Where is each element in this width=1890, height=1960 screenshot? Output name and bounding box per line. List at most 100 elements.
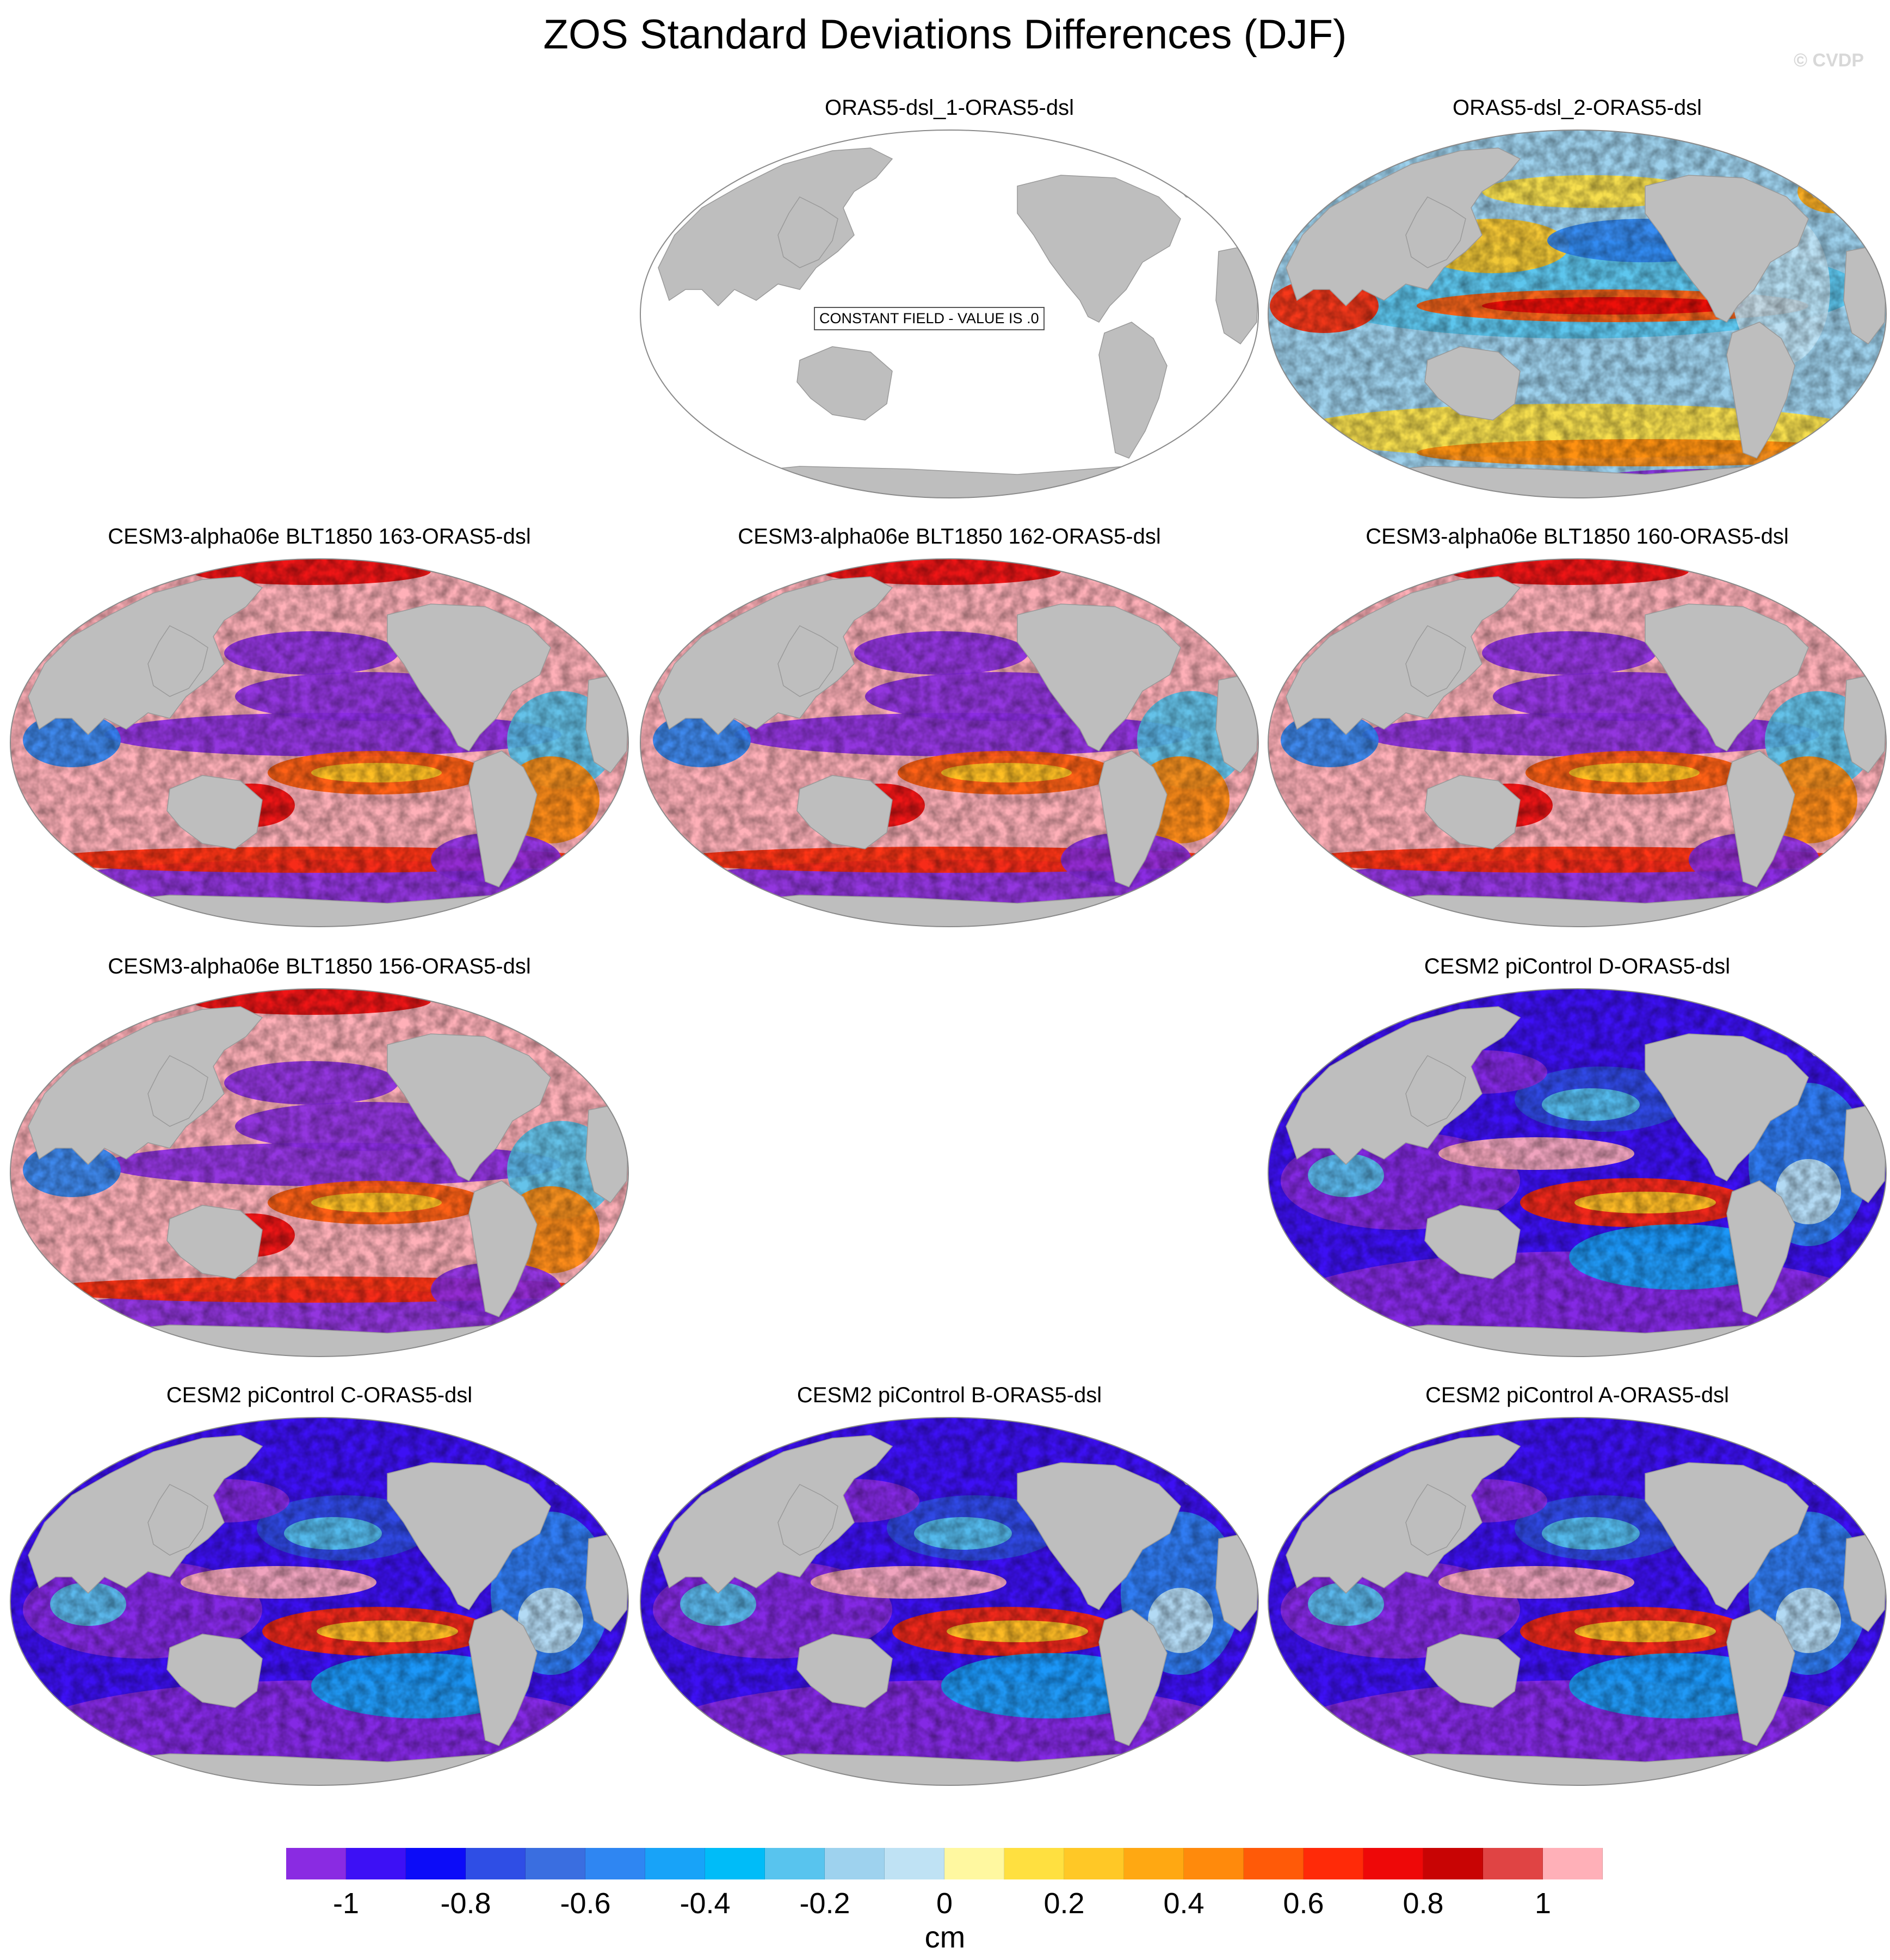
land-mass bbox=[1098, 750, 1168, 887]
panel-title-9: CESM2 piControl B-ORAS5-dsl bbox=[796, 1383, 1102, 1407]
land-mass bbox=[28, 1006, 263, 1166]
land-mass bbox=[1645, 1462, 1809, 1610]
land-mass bbox=[166, 1205, 263, 1279]
panel-title-1: ORAS5-dsl_1-ORAS5-dsl bbox=[825, 96, 1074, 120]
colorbar-tick-label: 0 bbox=[936, 1887, 953, 1920]
land-mass bbox=[1424, 775, 1521, 849]
world-map bbox=[640, 1417, 1259, 1786]
colorbar-swatch bbox=[885, 1848, 944, 1879]
land-mass bbox=[468, 1180, 538, 1317]
colorbar-swatch bbox=[286, 1848, 346, 1879]
colorbar-swatch bbox=[825, 1848, 885, 1879]
land-mass bbox=[1424, 346, 1521, 421]
colorbar-swatch bbox=[645, 1848, 705, 1879]
world-map bbox=[640, 130, 1259, 498]
map-panel-1 bbox=[637, 126, 1262, 502]
map-panel-5 bbox=[1264, 555, 1890, 930]
land-mass bbox=[1405, 1484, 1466, 1556]
land-mass bbox=[387, 1033, 551, 1181]
land-mass bbox=[1424, 1205, 1521, 1279]
panel-title-5: CESM3-alpha06e BLT1850 160-ORAS5-dsl bbox=[1366, 525, 1789, 548]
world-map bbox=[1268, 1417, 1887, 1786]
land-mass bbox=[387, 603, 551, 751]
panel-title-10: CESM2 piControl A-ORAS5-dsl bbox=[1425, 1383, 1729, 1407]
colorbar-tick-label: 0.2 bbox=[1043, 1887, 1085, 1920]
colorbar-tick-label: -0.4 bbox=[680, 1887, 731, 1920]
land-mass bbox=[1286, 1435, 1521, 1594]
land-mass bbox=[1645, 175, 1809, 323]
colorbar-tick-label: 0.6 bbox=[1283, 1887, 1324, 1920]
map-panel-2 bbox=[1264, 126, 1890, 502]
land-mass bbox=[796, 775, 893, 849]
land-mass bbox=[147, 625, 208, 697]
colorbar-swatch bbox=[705, 1848, 765, 1879]
colorbar-tick-label: 0.8 bbox=[1403, 1887, 1444, 1920]
land-mass bbox=[796, 1634, 893, 1708]
land-mass bbox=[1286, 1006, 1521, 1166]
panel-title-8: CESM2 piControl C-ORAS5-dsl bbox=[166, 1383, 473, 1407]
world-map bbox=[1268, 130, 1887, 498]
land-mass bbox=[658, 147, 893, 307]
colorbar-swatch bbox=[406, 1848, 466, 1879]
colorbar-swatch bbox=[1483, 1848, 1543, 1879]
land-mass bbox=[1017, 603, 1181, 751]
colorbar-swatch bbox=[1184, 1848, 1244, 1879]
colorbar-swatch bbox=[765, 1848, 825, 1879]
map-panel-7 bbox=[1264, 985, 1890, 1360]
panel-title-7: CESM2 piControl D-ORAS5-dsl bbox=[1424, 954, 1731, 978]
colorbar-swatch bbox=[1423, 1848, 1483, 1879]
land-mass bbox=[658, 1435, 893, 1594]
world-map bbox=[1268, 988, 1887, 1357]
colorbar-swatch bbox=[1363, 1848, 1423, 1879]
land-mass bbox=[777, 625, 838, 697]
land-mass bbox=[28, 576, 263, 736]
land-mass bbox=[1726, 322, 1795, 459]
colorbar-tick-label: -0.6 bbox=[560, 1887, 611, 1920]
colorbar-tick-label: -0.2 bbox=[799, 1887, 850, 1920]
page-title: ZOS Standard Deviations Differences (DJF… bbox=[543, 11, 1347, 58]
map-panel-6 bbox=[7, 985, 632, 1360]
land-mass bbox=[1645, 1033, 1809, 1181]
colorbar-swatch bbox=[346, 1848, 406, 1879]
land-mass bbox=[1017, 175, 1181, 323]
colorbar-swatch bbox=[1064, 1848, 1124, 1879]
land-mass bbox=[1726, 750, 1795, 887]
land-mass bbox=[166, 1634, 263, 1708]
land-mass bbox=[1098, 1609, 1168, 1746]
land-mass bbox=[1286, 147, 1521, 307]
map-panel-10 bbox=[1264, 1414, 1890, 1789]
colorbar-tick-label: -0.8 bbox=[440, 1887, 491, 1920]
panel-title-4: CESM3-alpha06e BLT1850 162-ORAS5-dsl bbox=[738, 525, 1161, 548]
colorbar-units: cm bbox=[924, 1920, 966, 1954]
colorbar-swatch bbox=[526, 1848, 585, 1879]
colorbar-tick-label: 1 bbox=[1534, 1887, 1552, 1920]
land-mass bbox=[147, 1484, 208, 1556]
world-map bbox=[10, 558, 629, 927]
land-mass bbox=[1405, 1055, 1466, 1127]
land-mass bbox=[777, 196, 838, 268]
world-map bbox=[10, 988, 629, 1357]
colorbar-tick-label: -1 bbox=[332, 1887, 360, 1920]
colorbar-swatch bbox=[1124, 1848, 1184, 1879]
land-mass bbox=[1726, 1609, 1795, 1746]
colorbar-tick-label: 0.4 bbox=[1163, 1887, 1205, 1920]
map-panel-3 bbox=[7, 555, 632, 930]
land-mass bbox=[468, 750, 538, 887]
colorbar-swatch bbox=[1244, 1848, 1304, 1879]
copyright-watermark: © CVDP bbox=[1794, 50, 1864, 71]
colorbar-swatch bbox=[1004, 1848, 1064, 1879]
land-mass bbox=[387, 1462, 551, 1610]
land-mass bbox=[1017, 1462, 1181, 1610]
land-mass bbox=[777, 1484, 838, 1556]
land-mass bbox=[468, 1609, 538, 1746]
land-mass bbox=[1098, 322, 1168, 459]
land-mass bbox=[1424, 1634, 1521, 1708]
constant-field-label: CONSTANT FIELD - VALUE IS .0 bbox=[814, 307, 1045, 330]
world-map bbox=[1268, 558, 1887, 927]
land-mass bbox=[1405, 196, 1466, 268]
land-mass bbox=[147, 1055, 208, 1127]
land-mass bbox=[796, 346, 893, 421]
land-mass bbox=[1726, 1180, 1795, 1317]
land-mass bbox=[166, 775, 263, 849]
colorbar-swatch bbox=[585, 1848, 645, 1879]
